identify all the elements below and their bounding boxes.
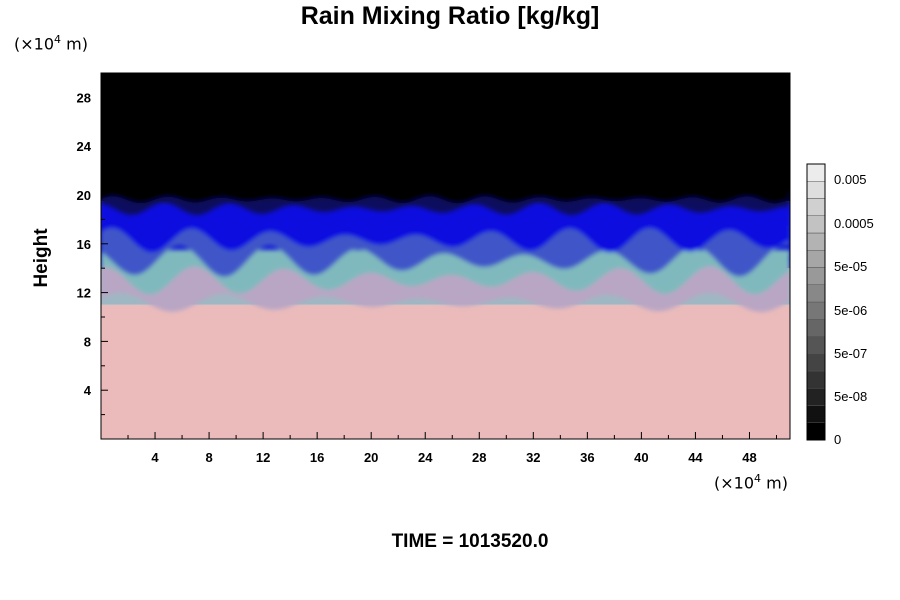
y-tick-label: 12 [77,286,91,301]
chart-title: Rain Mixing Ratio [kg/kg] [300,2,600,30]
y-tick-label: 24 [77,139,92,154]
colorbar-label: 0 [834,432,841,447]
colorbar-swatch [806,301,826,320]
colorbar-swatch [806,405,826,423]
x-tick-label: 4 [151,450,159,465]
colorbar-swatch [806,388,826,406]
plot-area [101,73,790,439]
colorbar-label: 5e-07 [834,346,867,361]
colorbar-swatch [806,319,826,337]
colorbar-label: 0.0005 [834,216,874,231]
x-tick-label: 32 [526,450,540,465]
colorbar-label: 5e-08 [834,389,867,404]
y-tick-label: 20 [77,188,91,203]
colorbar-swatch [806,163,826,182]
colorbar-label: 0.005 [834,172,867,187]
top-band [101,73,790,204]
colorbar-swatch [806,353,826,372]
colorbar-swatch [806,336,826,354]
x-tick-label: 16 [310,450,324,465]
y-tick-label: 8 [84,334,91,349]
colorbar-swatch [806,198,826,216]
colorbar-label: 5e-05 [834,259,867,274]
colorbar: 0.005 0.0005 5e-05 5e-06 5e-07 5e-08 0 [806,163,874,447]
time-label: TIME = 1013520.0 [391,531,549,552]
x-axis-unit: (×104 m) [714,472,788,493]
deep-blue-band [101,204,790,253]
x-tick-label: 36 [580,450,594,465]
x-tick-label: 24 [418,450,433,465]
x-tick-label: 44 [688,450,703,465]
colorbar-frame [806,163,826,441]
colorbar-swatch [806,370,826,389]
x-tick-label: 28 [472,450,486,465]
colorbar-swatch [806,181,826,199]
plot-frame [100,72,791,440]
x-tick-label: 48 [742,450,756,465]
colorbar-swatch [806,284,826,303]
y-tick-label: 16 [77,237,91,252]
x-tick-label: 8 [205,450,212,465]
teal-band [101,249,790,295]
mauve-band [101,262,790,313]
colorbar-swatch [806,267,826,285]
colorbar-swatch [806,215,826,234]
y-tick-label: 4 [84,383,92,398]
x-tick-label: 20 [364,450,378,465]
colorbar-swatch [806,250,826,268]
colorbar-swatch [806,422,826,441]
y-tick-label: 28 [77,90,91,105]
colorbar-label: 5e-06 [834,303,867,318]
x-tick-label: 12 [256,450,270,465]
colorbar-swatch [806,232,826,251]
layer-0 [101,304,790,439]
x-tick-label: 40 [634,450,648,465]
y-axis-unit: (×104 m) [14,33,88,54]
